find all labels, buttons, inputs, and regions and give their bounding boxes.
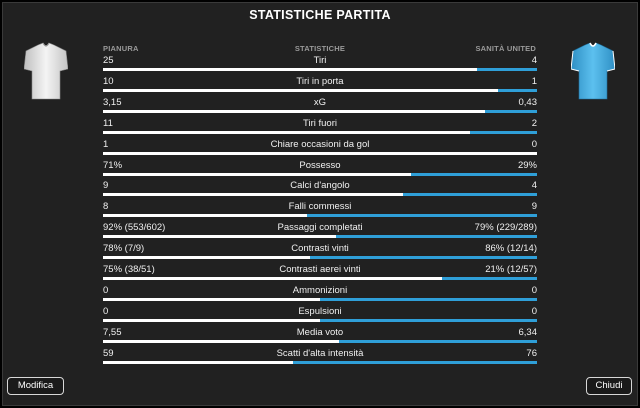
stat-row: 75% (38/51) Contrasti aerei vinti 21% (12/… bbox=[103, 264, 537, 285]
stat-comparison-bar bbox=[103, 214, 537, 218]
stat-row: 11 Tiri fuori 2 bbox=[103, 118, 537, 139]
away-stat-value: 86% (12/14) bbox=[485, 243, 537, 255]
home-share-fill bbox=[103, 130, 471, 134]
stat-label: Calci d'angolo bbox=[290, 180, 350, 192]
stat-row: 1 Chiare occasioni da gol 0 bbox=[103, 139, 537, 160]
home-stat-value: 10 bbox=[103, 75, 114, 87]
home-share-fill bbox=[103, 88, 498, 92]
home-stat-value: 59 bbox=[103, 347, 114, 359]
away-stat-value: 2 bbox=[531, 117, 537, 129]
away-shirt-icon bbox=[571, 42, 615, 100]
home-stat-value: 3,15 bbox=[103, 96, 122, 108]
home-share-fill bbox=[103, 214, 308, 218]
stat-comparison-bar bbox=[103, 130, 537, 134]
away-stat-value: 4 bbox=[531, 55, 537, 66]
stat-label: xG bbox=[313, 96, 327, 108]
away-stat-value: 0 bbox=[531, 305, 537, 317]
home-share-fill bbox=[103, 193, 404, 197]
stat-label: Media voto bbox=[296, 326, 344, 338]
stat-comparison-bar bbox=[103, 256, 537, 260]
stat-comparison-bar bbox=[103, 297, 537, 301]
home-shirt-icon bbox=[24, 42, 68, 100]
away-stat-value: 76 bbox=[526, 347, 537, 359]
home-stat-value: 0 bbox=[103, 284, 109, 296]
home-share-fill bbox=[103, 68, 478, 71]
home-team-name: PIANURA bbox=[103, 44, 139, 53]
stat-comparison-bar bbox=[103, 193, 537, 197]
home-share-fill bbox=[103, 318, 320, 322]
away-stat-value: 4 bbox=[531, 180, 537, 192]
stat-label: Espulsioni bbox=[298, 305, 342, 317]
stat-row: 71% Possesso 29% bbox=[103, 160, 537, 181]
stat-label: Possesso bbox=[299, 159, 341, 171]
stat-row: 9 Calci d'angolo 4 bbox=[103, 180, 537, 201]
stat-comparison-bar bbox=[103, 277, 537, 280]
stat-row: 0 Ammonizioni 0 bbox=[103, 285, 537, 306]
stat-row: 25 Tiri 4 bbox=[103, 55, 537, 76]
stat-row: 7,55 Media voto 6,34 bbox=[103, 327, 537, 348]
close-button[interactable]: Chiudi bbox=[586, 377, 632, 395]
home-stat-value: 92% (553/602) bbox=[103, 222, 166, 234]
home-share-fill bbox=[103, 256, 310, 260]
stat-label: Chiare occasioni da gol bbox=[270, 138, 370, 150]
stat-comparison-bar bbox=[103, 68, 537, 71]
away-stat-value: 0,43 bbox=[518, 96, 538, 108]
away-stat-value: 9 bbox=[531, 201, 537, 213]
stat-row: 78% (7/9) Contrasti vinti 86% (12/14) bbox=[103, 243, 537, 264]
away-stat-value: 29% bbox=[517, 159, 537, 171]
stat-label: Falli commessi bbox=[288, 201, 352, 213]
home-stat-value: 9 bbox=[103, 180, 109, 192]
stat-row: 0 Espulsioni 0 bbox=[103, 306, 537, 327]
stat-comparison-bar bbox=[103, 88, 537, 92]
edit-button[interactable]: Modifica bbox=[7, 377, 64, 395]
home-stat-value: 11 bbox=[103, 117, 113, 129]
stat-label: Contrasti aerei vinti bbox=[279, 264, 361, 275]
home-stat-value: 71% bbox=[103, 159, 123, 171]
away-stat-value: 0 bbox=[531, 284, 537, 296]
stat-label: Tiri fuori bbox=[303, 117, 337, 129]
stat-label: Scatti d'alta intensità bbox=[276, 347, 364, 359]
stat-comparison-bar bbox=[103, 109, 537, 113]
home-share-fill bbox=[103, 172, 412, 176]
stat-label: Passaggi completati bbox=[277, 222, 363, 234]
home-share-fill bbox=[103, 109, 485, 113]
away-stat-value: 1 bbox=[531, 75, 537, 87]
home-stat-value: 7,55 bbox=[103, 326, 122, 338]
home-stat-value: 78% (7/9) bbox=[103, 243, 145, 255]
stat-row: 92% (553/602) Passaggi completati 79% (229… bbox=[103, 222, 537, 243]
stat-label: Tiri bbox=[313, 55, 327, 66]
page-title: STATISTICHE PARTITA bbox=[249, 8, 391, 22]
home-stat-value: 0 bbox=[103, 305, 109, 317]
stat-row: 59 Scatti d'alta intensità 76 bbox=[103, 348, 537, 369]
home-share-fill bbox=[103, 151, 537, 155]
stat-comparison-bar bbox=[103, 339, 537, 343]
away-stat-value: 6,34 bbox=[518, 326, 538, 338]
stat-label: Contrasti vinti bbox=[291, 243, 349, 255]
away-stat-value: 21% (12/57) bbox=[485, 264, 537, 275]
stat-row: 3,15 xG 0,43 bbox=[103, 97, 537, 118]
stat-comparison-bar bbox=[103, 360, 537, 364]
stat-comparison-bar bbox=[103, 318, 537, 322]
home-stat-value: 8 bbox=[103, 201, 109, 213]
home-stat-value: 25 bbox=[103, 55, 114, 66]
stat-comparison-bar bbox=[103, 151, 537, 155]
home-share-fill bbox=[103, 277, 442, 280]
home-stat-value: 75% (38/51) bbox=[103, 264, 155, 275]
stat-label: Ammonizioni bbox=[292, 284, 348, 296]
home-share-fill bbox=[103, 360, 293, 364]
stat-comparison-bar bbox=[103, 172, 537, 176]
stat-row: 10 Tiri in porta 1 bbox=[103, 76, 537, 97]
stat-row: 8 Falli commessi 9 bbox=[103, 201, 537, 222]
home-stat-value: 1 bbox=[103, 138, 109, 150]
home-share-fill bbox=[103, 235, 337, 239]
away-stat-value: 0 bbox=[531, 138, 537, 150]
stats-column-header: STATISTICHE bbox=[294, 44, 346, 53]
away-team-name: SANITÀ UNITED bbox=[475, 44, 536, 53]
home-share-fill bbox=[103, 297, 320, 301]
home-share-fill bbox=[103, 339, 340, 343]
stat-comparison-bar bbox=[103, 235, 537, 239]
stat-label: Tiri in porta bbox=[296, 75, 344, 87]
away-stat-value: 79% (229/289) bbox=[474, 222, 537, 234]
